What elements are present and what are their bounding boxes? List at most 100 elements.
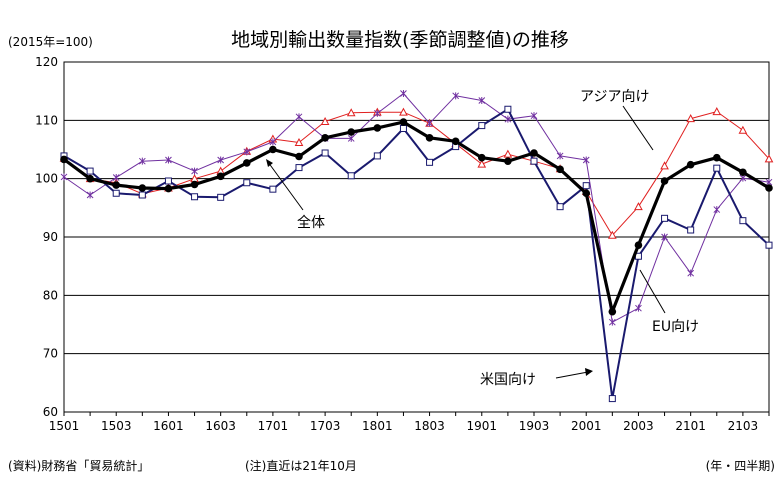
data-point-2-24 <box>687 269 695 277</box>
data-point-1-25 <box>712 107 722 116</box>
x-tick-label: 2003 <box>623 419 654 433</box>
data-point-1-10 <box>320 116 330 125</box>
y-tick-label: 90 <box>43 230 58 244</box>
data-point-0-27 <box>765 184 773 192</box>
chart-title: 地域別輸出数量指数(季節調整値)の推移 <box>231 29 569 51</box>
data-point-1-17 <box>503 149 513 158</box>
data-point-0-20 <box>582 189 591 198</box>
data-point-2-20 <box>582 156 590 164</box>
unit-label: (2015年=100) <box>8 35 93 49</box>
data-point-2-2 <box>112 174 120 181</box>
data-point-1-13 <box>399 107 408 116</box>
series-line-1 <box>63 111 770 236</box>
series-line-0 <box>63 120 770 314</box>
data-point-3-26 <box>739 217 747 225</box>
data-point-0-4 <box>164 184 173 193</box>
data-point-0-10 <box>321 134 329 142</box>
x-tick-label: 1501 <box>49 419 80 433</box>
annotation-us-leader <box>555 371 589 379</box>
data-point-0-3 <box>138 184 147 192</box>
data-point-0-12 <box>373 124 382 132</box>
data-point-3-13 <box>399 125 407 132</box>
annotation-eu-leader <box>639 269 666 314</box>
data-point-2-0 <box>60 173 68 181</box>
x-tick-label: 1803 <box>414 419 445 433</box>
data-point-2-23 <box>661 233 668 241</box>
plot-frame <box>63 61 770 413</box>
x-tick-label: 1601 <box>153 419 184 433</box>
series-0 <box>60 118 773 316</box>
data-point-3-3 <box>138 191 146 199</box>
y-tick-label: 120 <box>35 55 58 69</box>
data-point-3-9 <box>295 164 303 172</box>
data-point-2-14 <box>426 119 433 127</box>
data-point-1-22 <box>634 202 643 211</box>
data-point-0-14 <box>425 134 434 142</box>
x-axis-label: (年・四半期) <box>706 459 775 473</box>
y-axis: 60 70 80 90 100 110 120 <box>35 55 58 419</box>
data-point-2-18 <box>530 112 538 120</box>
data-point-2-6 <box>217 156 225 164</box>
data-point-3-19 <box>556 203 564 211</box>
data-point-0-15 <box>451 137 460 146</box>
data-point-3-2 <box>112 189 120 197</box>
data-point-0-8 <box>269 145 277 154</box>
data-point-0-13 <box>399 118 408 126</box>
data-point-1-27 <box>764 154 774 163</box>
data-point-0-17 <box>504 157 512 165</box>
data-point-0-23 <box>660 177 669 185</box>
x-tick-label: 1503 <box>101 419 132 433</box>
y-tick-label: 110 <box>35 113 58 127</box>
data-point-0-19 <box>556 165 564 174</box>
data-point-1-9 <box>294 137 304 146</box>
x-tick-label: 1801 <box>362 419 393 433</box>
data-point-0-26 <box>739 168 747 177</box>
data-point-0-18 <box>530 149 538 157</box>
x-axis: 1501 1503 1601 1603 1701 1703 1801 1803 1901 1903… <box>49 412 770 433</box>
series-line-2 <box>63 93 770 323</box>
data-point-2-11 <box>347 134 355 142</box>
data-point-2-15 <box>452 92 460 100</box>
data-point-1-11 <box>346 108 356 117</box>
x-tick-label: 2101 <box>675 419 706 433</box>
data-point-2-1 <box>86 191 94 199</box>
data-point-3-16 <box>478 122 486 130</box>
data-point-3-7 <box>243 179 251 187</box>
y-tick-label: 70 <box>43 347 58 361</box>
data-point-2-22 <box>635 304 642 312</box>
data-point-3-21 <box>608 395 616 403</box>
annotation-total-leader <box>267 161 304 211</box>
data-point-2-16 <box>478 97 486 104</box>
series-layer <box>59 90 774 403</box>
data-point-0-21 <box>608 307 617 316</box>
data-point-3-23 <box>661 214 669 222</box>
data-point-2-3 <box>138 157 146 165</box>
data-point-0-6 <box>216 172 225 181</box>
x-tick-label: 1901 <box>467 419 498 433</box>
x-tick-label: 1903 <box>519 419 550 433</box>
gridlines <box>64 61 769 413</box>
data-point-0-16 <box>477 153 486 162</box>
annotation-eu: EU向け <box>652 319 699 335</box>
data-point-3-6 <box>217 193 225 201</box>
data-point-1-24 <box>686 114 696 123</box>
annotation-asia: アジア向け <box>580 89 649 105</box>
annotation-us: 米国向け <box>480 372 536 388</box>
data-point-3-5 <box>191 193 199 201</box>
data-point-0-25 <box>712 153 721 162</box>
annotation-us-arrow <box>585 368 593 376</box>
data-point-2-5 <box>191 167 198 175</box>
annotation-total-arrow <box>266 159 273 167</box>
data-point-2-13 <box>400 90 407 97</box>
data-point-2-4 <box>165 156 172 164</box>
data-point-3-12 <box>373 152 381 160</box>
data-point-3-25 <box>713 164 721 172</box>
data-point-0-2 <box>112 181 121 189</box>
data-point-2-25 <box>713 206 721 214</box>
x-tick-label: 1603 <box>205 419 236 433</box>
data-point-2-19 <box>556 152 564 160</box>
data-point-2-8 <box>269 138 277 146</box>
data-point-2-12 <box>373 109 381 117</box>
data-point-2-7 <box>243 148 251 156</box>
data-point-0-9 <box>295 152 303 161</box>
